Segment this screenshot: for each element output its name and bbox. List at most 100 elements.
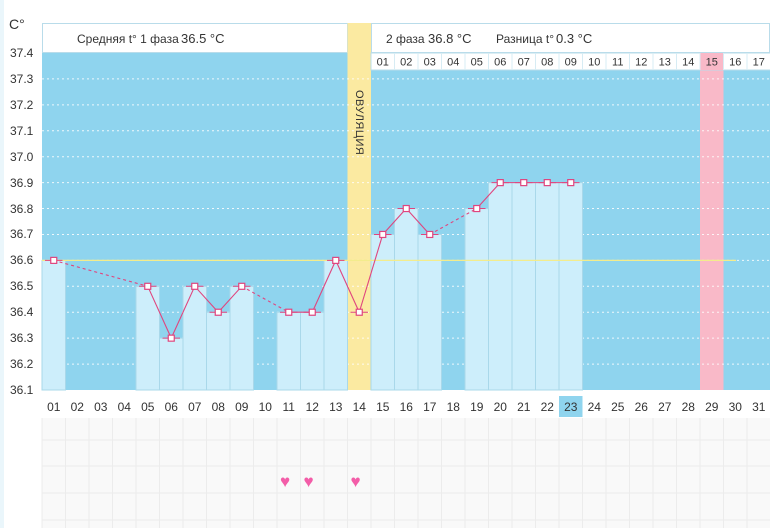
day-label: 26 [635, 400, 649, 414]
heart-icon: ♥ [280, 472, 291, 491]
difference-label: Разница t° [496, 32, 554, 46]
temperature-line-segment [358, 234, 384, 313]
day-label: 20 [494, 400, 508, 414]
day-label: 27 [658, 400, 672, 414]
temperature-point [426, 230, 434, 239]
temperature-bar [182, 285, 207, 391]
day-label: 03 [94, 400, 108, 414]
unit-label: C° [9, 16, 25, 32]
cycle-day-label: 06 [494, 57, 506, 69]
cycle-day-label: 14 [682, 57, 694, 69]
cycle-day-label: 13 [659, 57, 671, 69]
cycle-day-label: 08 [541, 57, 553, 69]
day-label: 17 [423, 400, 437, 414]
day-label: 18 [447, 400, 461, 414]
cycle-day-label: 05 [471, 57, 483, 69]
temperature-line-segment [405, 208, 431, 235]
day-label: 29 [705, 400, 719, 414]
day-label: 14 [353, 400, 367, 414]
temperature-point [214, 308, 222, 316]
y-tick-label: 36.2 [10, 357, 34, 372]
cycle-day-label: 12 [635, 57, 647, 69]
cycle-day-label: 11 [612, 57, 623, 69]
temperature-point [496, 179, 504, 187]
temperature-point [473, 204, 481, 213]
day-label: 12 [306, 400, 320, 414]
y-tick-label: 37.2 [10, 97, 34, 112]
day-label: 02 [71, 400, 85, 414]
day-label: 07 [188, 400, 202, 414]
temperature-line-segment [429, 208, 478, 235]
cycle-day-highlight-cell [700, 53, 724, 70]
temperature-bar [394, 208, 419, 391]
temperature-bar [276, 311, 301, 391]
ovulation-column [347, 23, 371, 390]
day-label: 31 [752, 400, 766, 414]
temperature-point [308, 308, 316, 316]
temperature-point [144, 282, 152, 290]
cycle-day-label: 02 [400, 57, 412, 69]
phase1-value: 36.5 °C [181, 31, 225, 46]
temperature-point [238, 282, 246, 290]
temperature-point [355, 308, 363, 316]
temperature-line-segment [217, 285, 243, 313]
temperature-bar [488, 182, 513, 391]
y-tick-label: 37.0 [10, 149, 34, 164]
ovulation-label: ОВУЛЯЦИЯ [353, 90, 365, 155]
y-tick-label: 36.8 [10, 201, 34, 216]
y-tick-label: 36.7 [10, 227, 34, 242]
cycle-day-label: 07 [518, 57, 530, 69]
day-label: 13 [329, 400, 343, 414]
day-label: 08 [212, 400, 226, 414]
y-tick-label: 37.4 [10, 46, 34, 60]
phase2-label: 2 фаза [386, 32, 425, 46]
temperature-bar [300, 311, 325, 391]
heart-icon: ♥ [303, 472, 314, 491]
day-label: 05 [141, 400, 155, 414]
temperature-line-segment [53, 259, 148, 287]
day-label: 11 [283, 400, 296, 414]
difference-value: 0.3 °C [556, 31, 593, 46]
temperature-bar [535, 182, 560, 391]
day-label: 22 [541, 400, 555, 414]
day-label: 28 [682, 400, 696, 414]
cycle-day-label: 09 [565, 57, 577, 69]
left-edge [0, 0, 4, 528]
temperature-bar [558, 182, 583, 391]
highlighted-day-column [700, 70, 724, 390]
temperature-point [402, 204, 410, 213]
phase1-summary: Средняя t° 1 фаза 36.5 °C [42, 23, 348, 53]
day-label: 16 [400, 400, 414, 414]
temperature-point [167, 334, 175, 342]
phase1-label: Средняя t° 1 фаза [77, 32, 179, 46]
y-tick-label: 36.3 [10, 331, 34, 346]
y-tick-label: 36.9 [10, 175, 34, 190]
temperature-line-segment [382, 208, 407, 235]
day-label: 21 [517, 400, 531, 414]
temperature-point [332, 256, 340, 264]
y-tick-label: 36.6 [10, 253, 34, 268]
temperature-point [285, 308, 293, 316]
heart-icon: ♥ [350, 472, 361, 491]
cycle-day-label: 03 [424, 57, 436, 69]
temperature-bar [370, 233, 395, 391]
temperature-line-segment [476, 182, 501, 209]
notes-grid [42, 418, 770, 528]
phase2-value: 36.8 °C [428, 31, 472, 46]
cycle-day-label: 15 [706, 57, 718, 69]
day-label: 24 [588, 400, 602, 414]
temperature-line-segment [147, 286, 172, 339]
temperature-point [543, 179, 551, 187]
day-label: 04 [118, 400, 132, 414]
day-label: 09 [235, 400, 249, 414]
temperature-bar [135, 285, 160, 391]
temperature-bar [464, 208, 489, 391]
day-label: 06 [165, 400, 179, 414]
temperature-point [191, 282, 199, 290]
temperature-point [379, 230, 387, 239]
temperature-bar [159, 337, 184, 391]
temperature-bar [417, 233, 442, 391]
day-label: 15 [376, 400, 390, 414]
cycle-day-label: 01 [377, 57, 389, 69]
